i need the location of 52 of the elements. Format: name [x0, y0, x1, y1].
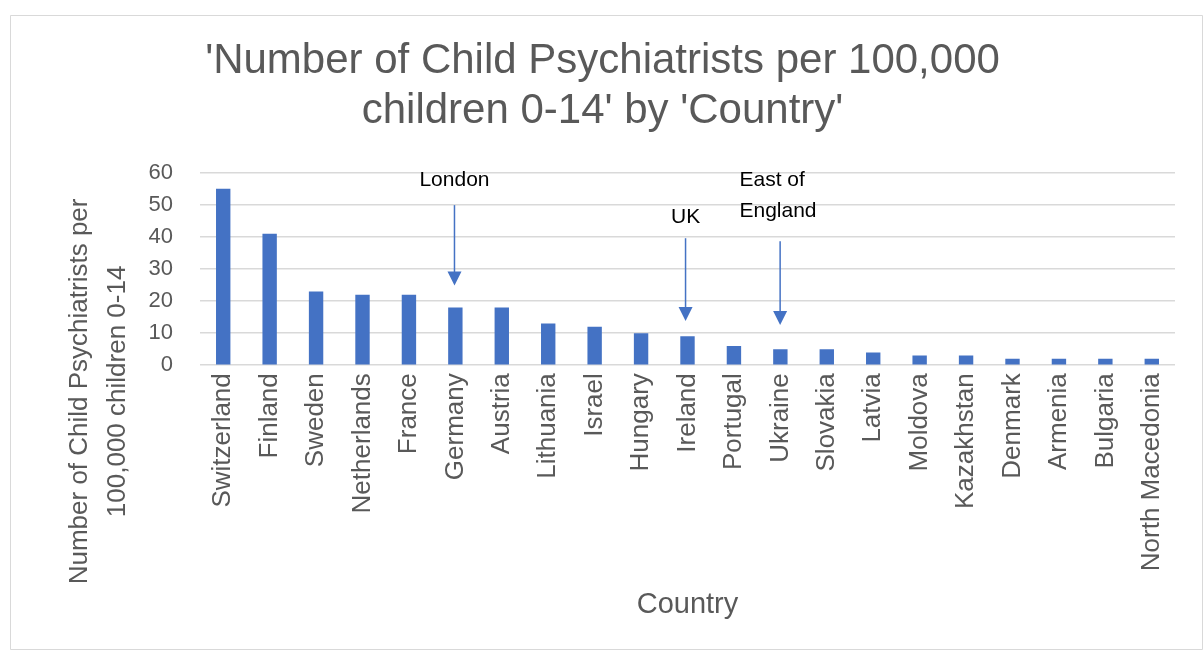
bar [587, 326, 602, 365]
bar [494, 307, 509, 365]
bar [866, 352, 881, 365]
x-tick-label: Ireland [670, 373, 701, 453]
y-tick-label: 10 [148, 319, 173, 345]
bar [308, 291, 324, 365]
y-axis-title: Number of Child Psychiatrists per 100,000 children 0-14 [63, 198, 132, 585]
y-tick-label: 0 [160, 351, 173, 377]
x-tick-label: North Macedonia [1134, 372, 1165, 572]
x-tick-label: Portugal [717, 373, 748, 471]
bar [680, 336, 695, 365]
annotation: East of England [739, 166, 817, 221]
bar [541, 323, 556, 365]
x-axis-title: Country [636, 586, 739, 619]
x-tick-label: France [392, 373, 423, 455]
x-tick-label: Finland [252, 373, 283, 459]
x-tick-label: Denmark [995, 372, 1026, 479]
bar [355, 294, 370, 365]
x-tick-label: Hungary [624, 373, 655, 472]
x-tick-label: Germany [438, 373, 469, 481]
bar [1005, 358, 1020, 365]
x-tick-label: Latvia [856, 372, 887, 443]
y-tick-label: 40 [148, 223, 173, 248]
bar [401, 294, 417, 365]
bar [726, 345, 742, 365]
x-tick-label: Armenia [1042, 372, 1073, 471]
x-tick-label: Slovakia [809, 372, 840, 472]
x-tick-label: Bulgaria [1088, 372, 1119, 469]
chart-title: 'Number of Child Psychiatrists per 100,000 children 0-14' by 'Country' [205, 34, 1000, 133]
annotation: UK [670, 203, 701, 227]
x-tick-label: Ukraine [763, 373, 794, 463]
x-tick-label: Israel [577, 373, 608, 437]
y-tick-label: 60 [148, 158, 173, 184]
x-tick-label: Kazakhstan [949, 373, 980, 510]
x-tick-label: Lithuania [531, 372, 562, 479]
y-tick-label: 30 [148, 255, 173, 281]
bar [216, 188, 231, 365]
y-tick-label: 50 [148, 190, 173, 216]
x-tick-label: Moldova [902, 372, 933, 472]
bar [448, 307, 463, 365]
annotation: London [419, 166, 490, 190]
bar [262, 233, 277, 365]
bar [819, 349, 834, 365]
y-tick-label: 20 [148, 287, 173, 313]
x-tick-label: Switzerland [206, 373, 237, 508]
x-tick-label: Netherlands [345, 373, 376, 514]
bar [912, 355, 927, 365]
x-tick-label: Sweden [299, 373, 330, 468]
bar [1098, 358, 1113, 365]
x-tick-label: Austria [484, 372, 515, 455]
bar [633, 333, 649, 365]
bar [773, 349, 788, 365]
